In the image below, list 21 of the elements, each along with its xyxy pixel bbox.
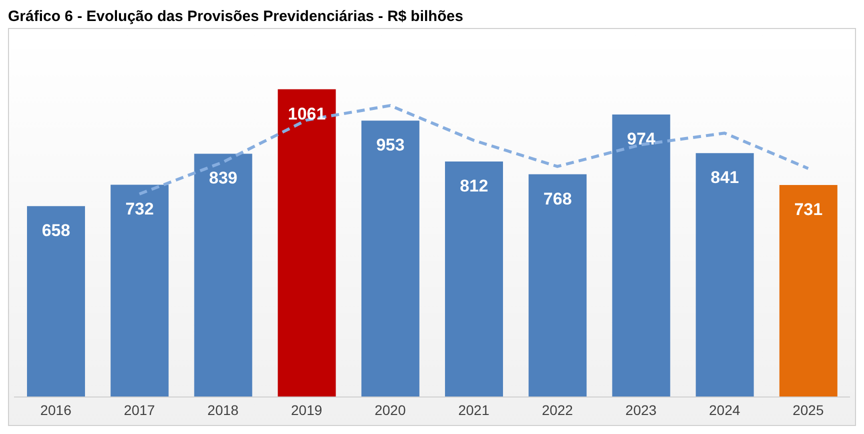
x-tick-label: 2016 (40, 402, 72, 418)
x-tick-label: 2017 (124, 402, 156, 418)
data-label: 768 (543, 189, 572, 208)
x-tick-label: 2019 (291, 402, 322, 418)
x-tick-label: 2018 (207, 402, 239, 418)
x-tick-label: 2023 (625, 402, 657, 418)
x-tick-label: 2022 (542, 402, 574, 418)
x-tick-label: 2024 (709, 402, 740, 418)
data-label: 841 (710, 168, 739, 188)
data-label: 839 (209, 168, 238, 188)
data-label: 812 (460, 176, 488, 196)
data-label: 732 (125, 200, 154, 219)
chart-title: Gráfico 6 - Evolução das Provisões Previdenciárias - R$ bilhões (8, 8, 464, 27)
x-tick-label: 2025 (792, 402, 824, 418)
data-label: 658 (42, 221, 70, 240)
data-label: 1061 (288, 104, 326, 124)
data-label: 953 (376, 136, 405, 155)
data-label: 974 (627, 130, 656, 149)
x-tick-label: 2021 (458, 402, 490, 418)
data-label: 731 (794, 200, 823, 220)
x-tick-label: 2020 (374, 402, 406, 418)
